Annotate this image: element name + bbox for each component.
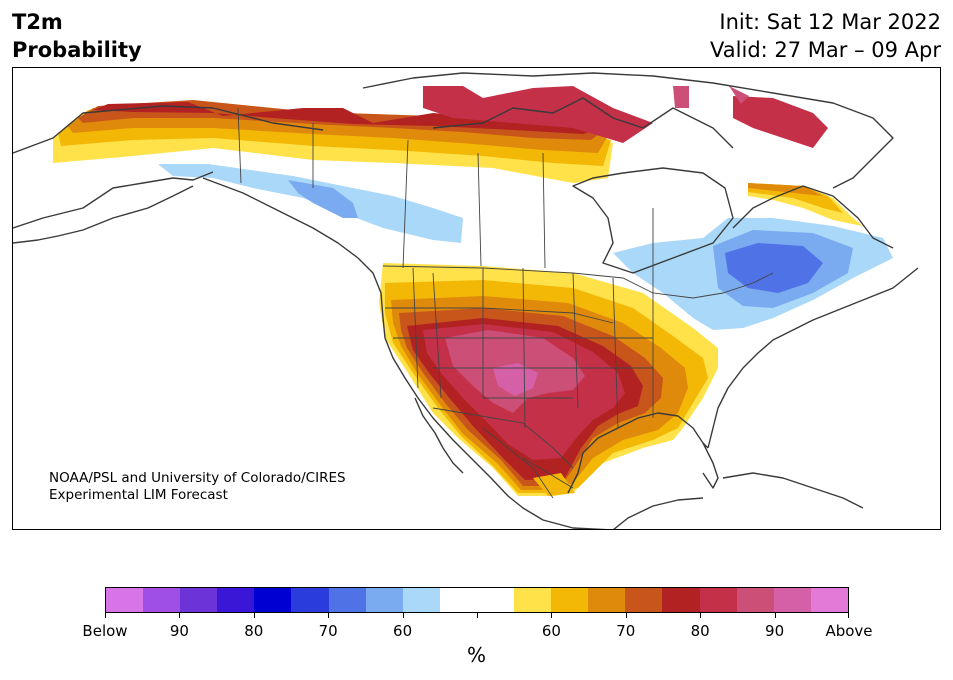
warm-band-north	[93, 102, 603, 134]
colorbar-cell	[254, 588, 292, 612]
borders	[237, 107, 774, 499]
colorbar-cell	[736, 588, 774, 612]
init-date: Init: Sat 12 Mar 2022	[719, 10, 941, 34]
credit-line2: Experimental LIM Forecast	[49, 487, 228, 503]
cold-band-west	[288, 180, 358, 218]
warm-core-tail	[533, 473, 575, 496]
credit-line1: NOAA/PSL and University of Colorado/CIRE…	[49, 470, 346, 486]
colorbar-tick	[477, 613, 478, 618]
colorbar-cell	[810, 588, 848, 612]
coast-gulf	[567, 412, 709, 494]
colorbar-tick	[253, 613, 255, 618]
colorbar-cell	[143, 588, 181, 612]
colorbar-ticks	[105, 613, 849, 619]
colorbar-cell	[180, 588, 218, 612]
probability-map	[13, 72, 919, 529]
colorbar	[105, 587, 849, 613]
colorbar-cell	[662, 588, 700, 612]
coast-caribbean	[722, 472, 864, 509]
colorbar-tick-labels: Below 90 80 70 60 60 70 80 90 Above	[82, 622, 872, 640]
coastlines	[13, 72, 919, 529]
colorbar-cell	[588, 588, 626, 612]
warm-arctic-patch	[733, 96, 828, 148]
warm-core	[493, 363, 538, 396]
colorbar-tick-label: 90	[169, 622, 189, 640]
warm-arctic-patch	[423, 86, 653, 143]
colorbar-tick-label: 70	[616, 622, 636, 640]
colorbar-tick-label: 60	[393, 622, 413, 640]
colorbar-cell	[773, 588, 811, 612]
colorbar-tick-label: 80	[690, 622, 710, 640]
coast-baja	[414, 397, 464, 474]
colorbar-cell	[328, 588, 366, 612]
coast-islands	[432, 97, 734, 149]
colorbar-tick	[551, 613, 553, 618]
coast-hudson-bay	[572, 167, 734, 274]
colorbar-cell	[625, 588, 663, 612]
colorbar-tick	[625, 613, 627, 618]
map-panel	[12, 67, 941, 530]
colorbar-tick	[402, 613, 404, 618]
border-ak-canada	[237, 107, 242, 184]
colorbar-unit: %	[466, 643, 486, 667]
colorbar-cell	[439, 588, 477, 612]
forecast-dates: Init: Sat 12 Mar 2022 Valid: 27 Mar – 09…	[710, 8, 941, 64]
colorbar-tick-label: 80	[244, 622, 264, 640]
coast-florida	[702, 442, 719, 489]
above-normal-fields	[53, 86, 863, 496]
title-variable: T2m	[12, 10, 63, 34]
cold-band-east	[725, 243, 823, 293]
colorbar-tick-label: Below	[82, 622, 128, 640]
warm-arctic-patch	[673, 86, 689, 108]
colorbar-tick	[328, 613, 330, 618]
coast-labrador	[732, 185, 894, 249]
border-mexico-states	[482, 427, 574, 499]
colorbar-cell	[476, 588, 515, 612]
colorbar-cell	[365, 588, 403, 612]
border-provinces	[312, 123, 654, 293]
colorbar-tick	[848, 613, 849, 618]
colorbar-tick	[105, 613, 106, 618]
colorbar-tick-label: 70	[318, 622, 338, 640]
colorbar-cell	[699, 588, 737, 612]
coast-alaska	[13, 105, 324, 229]
border-us-mexico	[432, 407, 574, 469]
title-product: Probability	[12, 38, 142, 62]
coast-pacific	[202, 177, 608, 529]
map-title: T2m Probability	[12, 8, 142, 64]
coast-aleutians	[13, 185, 194, 244]
credit-text: NOAA/PSL and University of Colorado/CIRE…	[49, 470, 346, 504]
colorbar-tick-label: 60	[541, 622, 561, 640]
border-states	[385, 267, 654, 429]
colorbar-tick-label: 90	[765, 622, 785, 640]
colorbar-cell	[106, 588, 144, 612]
colorbar-cell	[291, 588, 329, 612]
below-normal-fields	[158, 164, 893, 330]
colorbar-cell	[514, 588, 552, 612]
cold-band-west	[158, 164, 463, 243]
coast-atlantic	[707, 267, 919, 449]
warm-labrador	[748, 183, 823, 196]
colorbar-cell	[217, 588, 255, 612]
colorbar-cell	[402, 588, 440, 612]
colorbar-tick	[179, 613, 181, 618]
colorbar-tick	[774, 613, 776, 618]
coast-yucatan	[613, 497, 704, 529]
coast-arctic	[362, 72, 894, 189]
colorbar-tick-label: Above	[825, 622, 873, 640]
valid-dates: Valid: 27 Mar – 09 Apr	[710, 38, 941, 62]
colorbar-tick	[700, 613, 702, 618]
colorbar-cell	[551, 588, 589, 612]
warm-arctic-patch	[729, 86, 749, 104]
